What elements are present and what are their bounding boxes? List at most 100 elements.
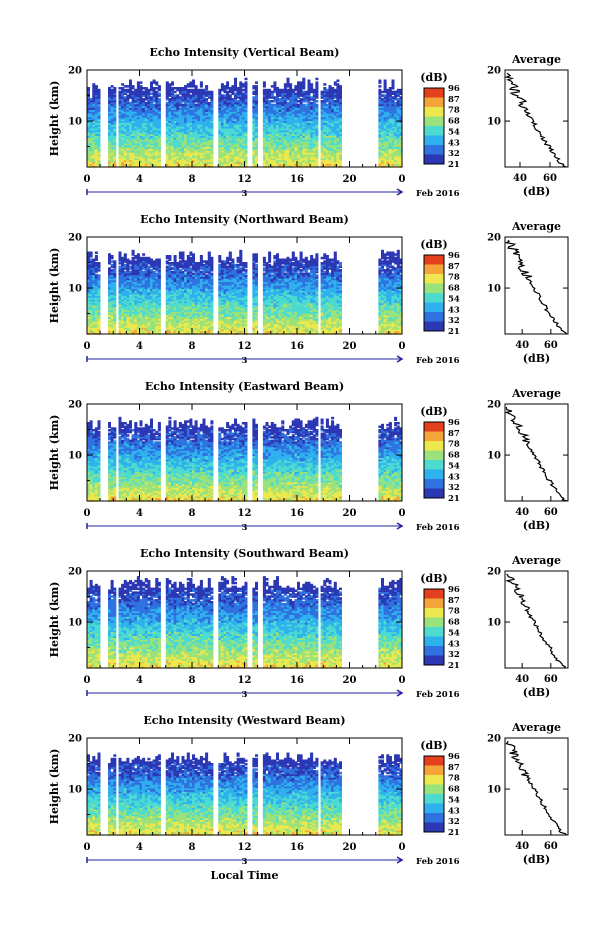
heatmap-cell [291, 105, 295, 109]
heatmap-cell [286, 129, 290, 133]
heatmap-cell [307, 79, 311, 82]
heatmap-cell [121, 120, 125, 123]
heatmap-cell [184, 87, 188, 90]
heatmap-cell [399, 131, 403, 135]
heatmap-cell [388, 140, 392, 144]
heatmap-cell [110, 277, 114, 281]
heatmap-cell [228, 127, 232, 131]
heatmap-cell [307, 118, 311, 122]
heatmap-cell [268, 100, 272, 103]
heatmap-cell [205, 157, 209, 161]
heatmap-cell [123, 163, 127, 166]
heatmap-cell [178, 122, 182, 125]
heatmap-cell [333, 120, 337, 123]
heatmap-cell [134, 263, 138, 267]
heatmap-cell [299, 127, 303, 131]
heatmap-cell [147, 131, 151, 135]
heatmap-cell [113, 159, 117, 163]
heatmap-cell [304, 140, 308, 144]
heatmap-cell [302, 83, 306, 86]
heatmap-cell [139, 146, 143, 149]
heatmap-cell [291, 107, 295, 110]
heatmap-cell [286, 140, 290, 144]
heatmap-cell [281, 88, 285, 92]
heatmap-cell [139, 133, 143, 136]
heatmap-cell [333, 146, 337, 149]
heatmap-cell [228, 101, 232, 105]
heatmap-cell [157, 101, 161, 105]
y-axis-label: Height (km) [48, 81, 61, 157]
heatmap-cell [381, 113, 384, 116]
heatmap-cell [262, 144, 266, 148]
heatmap-cell [178, 163, 182, 166]
heatmap-cell [234, 133, 237, 136]
heatmap-cell [134, 101, 138, 105]
heatmap-cell [255, 120, 258, 123]
heatmap-cell [108, 152, 111, 155]
heatmap-cell [228, 150, 232, 153]
heatmap-cell [336, 155, 340, 159]
heatmap-cell [381, 100, 384, 103]
heatmap-cell [388, 163, 392, 166]
heatmap-cell [262, 165, 266, 168]
heatmap-cell [315, 161, 319, 164]
heatmap-cell [108, 327, 111, 330]
heatmap-cell [241, 131, 245, 135]
heatmap-cell [339, 150, 342, 153]
heatmap-cell [184, 107, 188, 110]
heatmap-cell [131, 293, 135, 297]
heatmap-cell [176, 100, 180, 103]
heatmap-cell [315, 139, 319, 142]
heatmap-cell [236, 150, 240, 153]
heatmap-cell [336, 116, 340, 120]
heatmap-cell [262, 155, 266, 159]
heatmap-cell [228, 109, 232, 112]
heatmap-cell [147, 142, 151, 146]
heatmap-cell [299, 126, 303, 129]
heatmap-cell [189, 90, 193, 94]
heatmap-cell [123, 139, 127, 142]
heatmap-cell [194, 152, 198, 155]
heatmap-cell [383, 161, 387, 164]
heatmap-cell [218, 163, 222, 166]
heatmap-cell [255, 135, 258, 138]
heatmap-cell [186, 161, 190, 164]
heatmap-cell [207, 133, 211, 136]
heatmap-cell [378, 140, 382, 144]
heatmap-cell [126, 101, 130, 105]
heatmap-cell [176, 137, 180, 140]
heatmap-cell [92, 267, 96, 270]
heatmap-cell [121, 109, 125, 112]
heatmap-cell [291, 96, 295, 99]
heatmap-cell [207, 118, 211, 122]
heatmap-cell [283, 150, 287, 153]
heatmap-cell [255, 165, 258, 168]
heatmap-cell [236, 114, 240, 118]
heatmap-cell [399, 96, 403, 99]
heatmap-cell [129, 163, 132, 166]
heatmap-cell [265, 142, 269, 146]
heatmap-cell [223, 150, 227, 153]
heatmap-cell [325, 161, 329, 164]
heatmap-cell [381, 154, 384, 157]
heatmap-cell [210, 131, 214, 135]
heatmap-cell [108, 133, 111, 136]
heatmap-cell [178, 150, 182, 153]
heatmap-cell [89, 316, 93, 319]
heatmap-cell [339, 148, 342, 151]
heatmap-cell [283, 142, 287, 146]
heatmap-cell [226, 131, 230, 135]
heatmap-cell [92, 155, 96, 159]
heatmap-cell [234, 114, 237, 118]
heatmap-cell [142, 135, 146, 138]
heatmap-cell [391, 139, 395, 142]
heatmap-cell [396, 152, 400, 155]
heatmap-cell [294, 107, 298, 110]
heatmap-cell [139, 323, 143, 326]
heatmap-cell [388, 107, 392, 110]
heatmap-cell [150, 126, 153, 129]
heatmap-cell [252, 109, 256, 112]
heatmap-cell [142, 165, 146, 168]
heatmap-cell [304, 111, 308, 114]
heatmap-cell [378, 135, 382, 138]
